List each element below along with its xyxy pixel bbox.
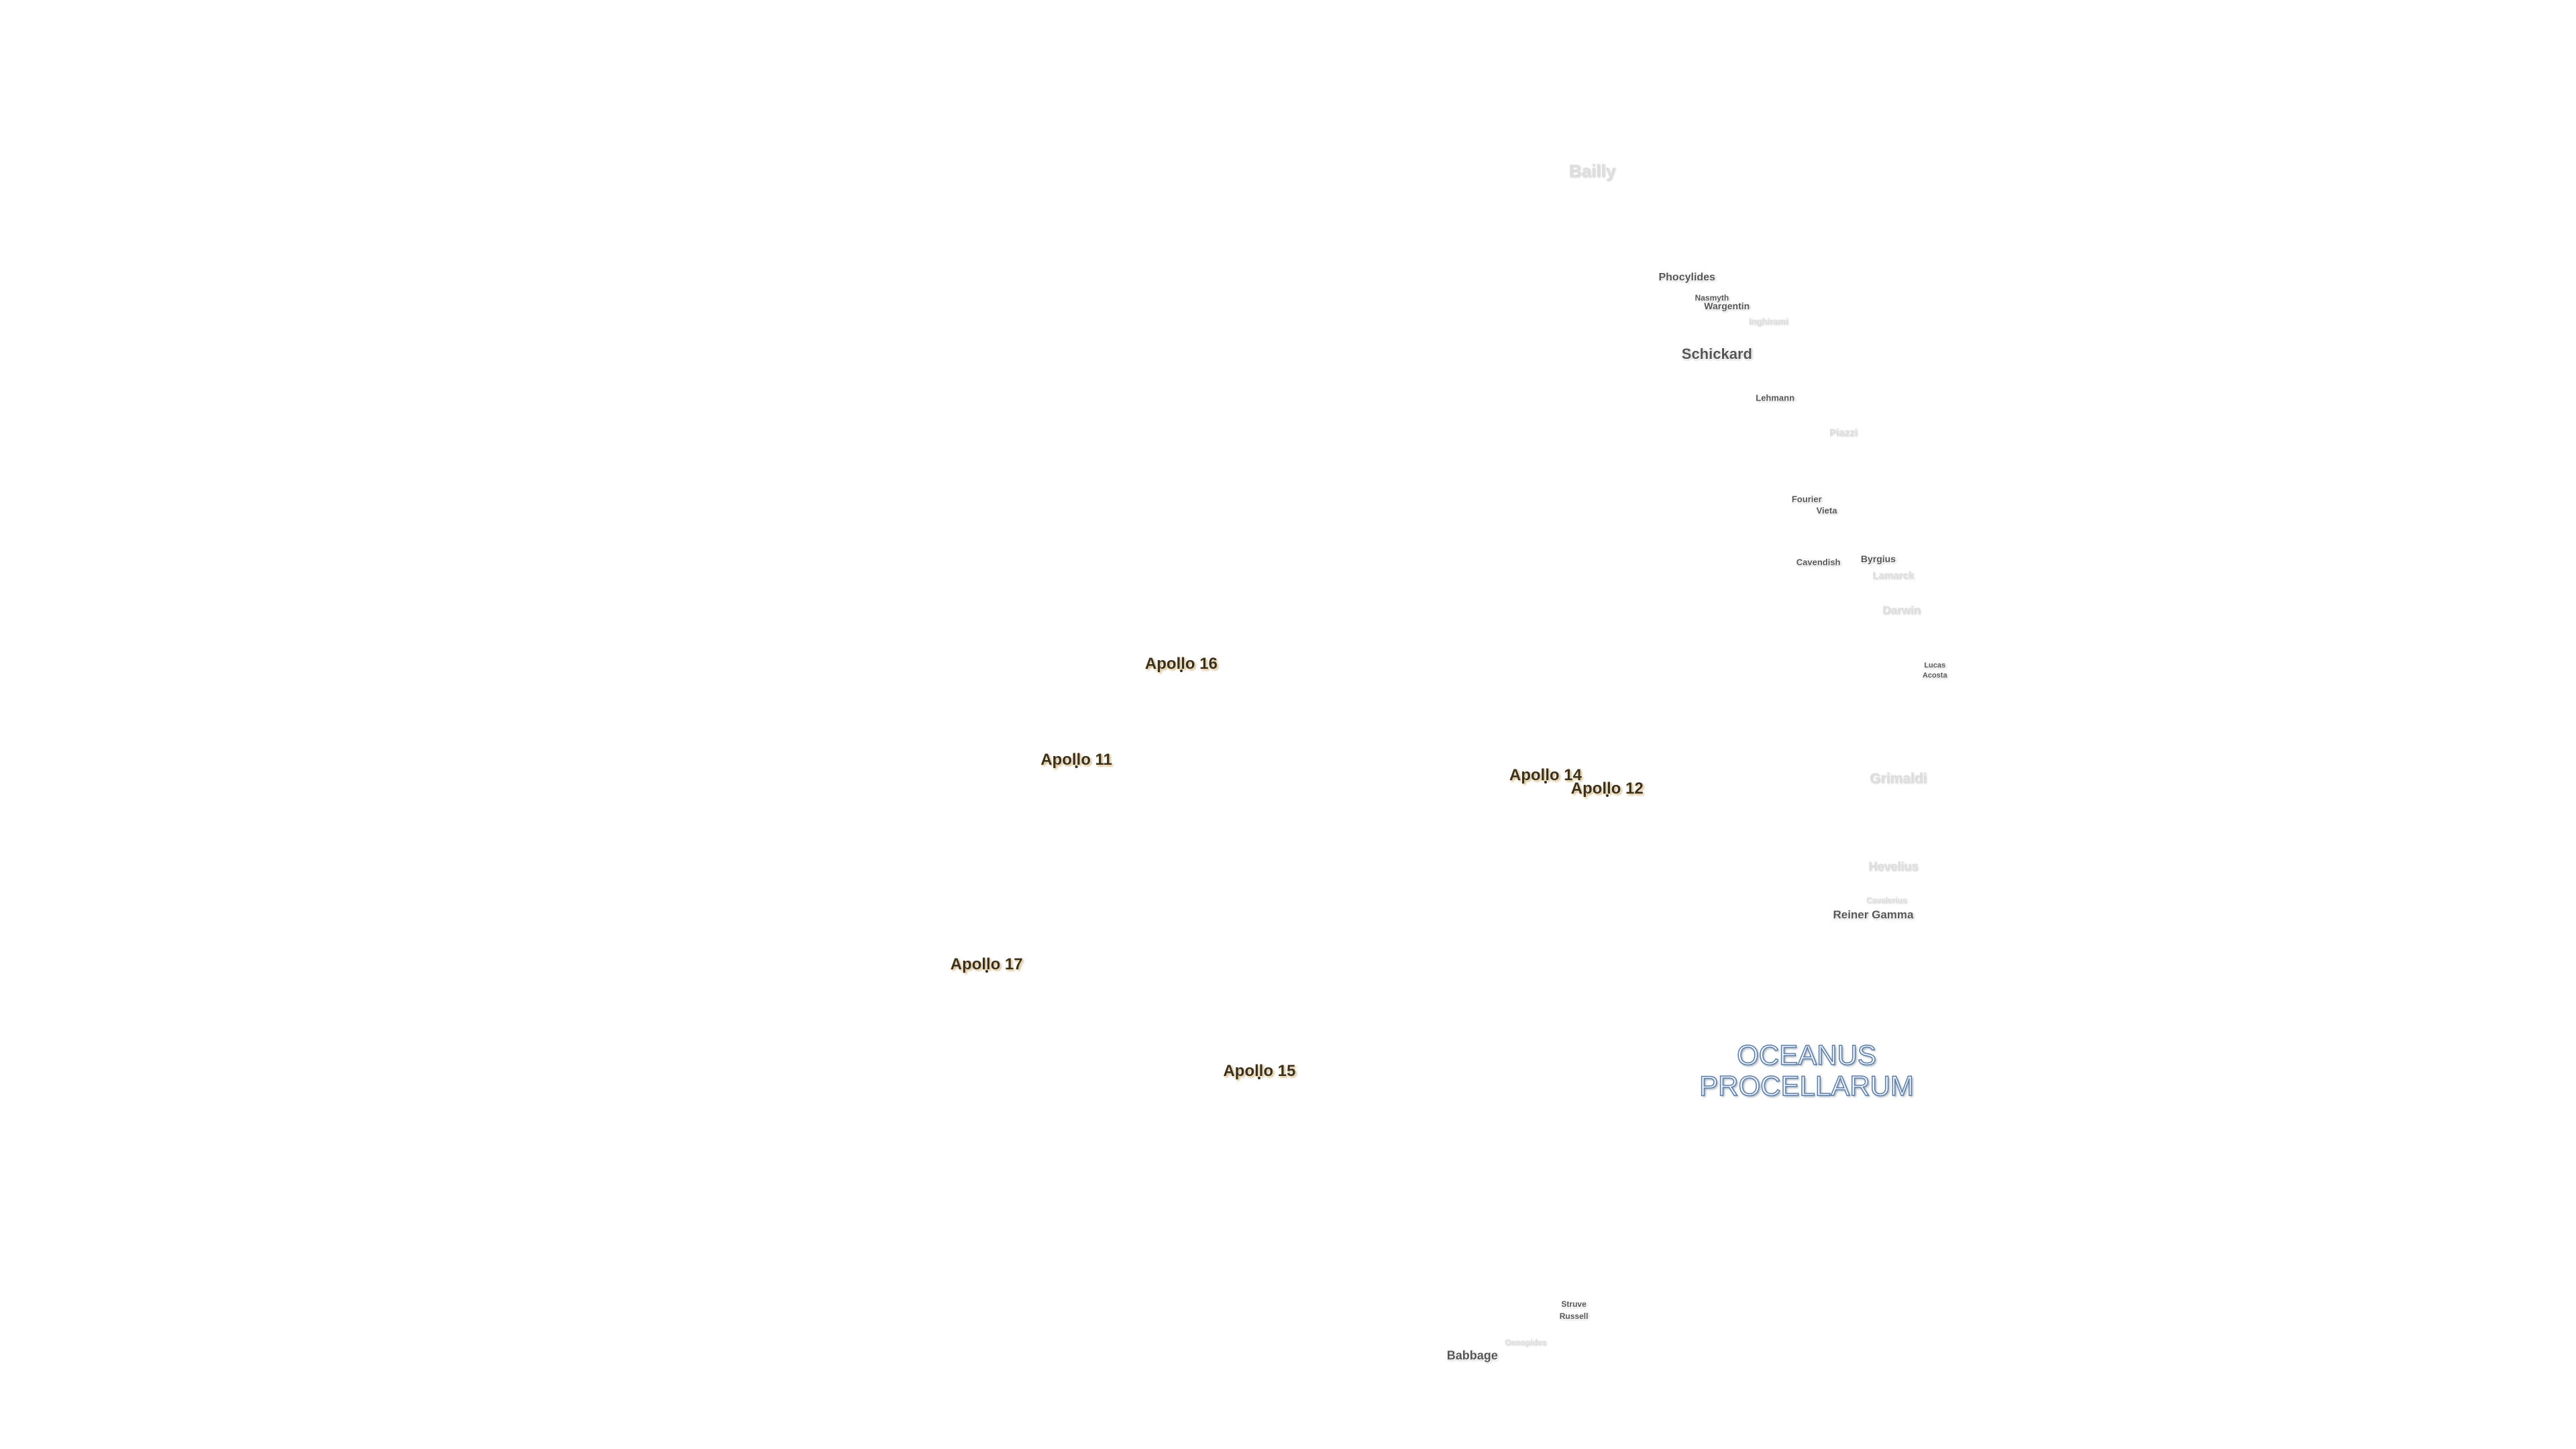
- landing-site-label: Apollo 14: [1509, 765, 1582, 784]
- crater-label: Byrgius: [1860, 553, 1896, 565]
- crater-label: Inghirami: [1748, 316, 1788, 327]
- crater-label: Phocylides: [1658, 272, 1715, 284]
- crater-label: Hevelius: [1868, 859, 1919, 873]
- crater-label: Acosta: [1922, 671, 1947, 680]
- crater-label: Lucas: [1924, 661, 1946, 669]
- mare-label: OCEANUS PROCELLARUM: [1699, 1039, 1914, 1102]
- mare-line: OCEANUS: [1736, 1039, 1876, 1071]
- landing-site-label: Apollo 12: [1570, 779, 1644, 798]
- crater-label: Piazzi: [1829, 427, 1858, 439]
- crater-label: Grimaldi: [1870, 770, 1927, 786]
- crater-label: Russell: [1559, 1311, 1589, 1321]
- crater-label: Babbage: [1446, 1348, 1498, 1362]
- crater-label: Schickard: [1681, 345, 1752, 363]
- crater-label: Cavalerius: [1866, 895, 1907, 905]
- crater-label: Darwin: [1882, 604, 1921, 617]
- crater-label: Fourier: [1791, 494, 1822, 504]
- landing-site-label: Apollo 11: [1040, 751, 1112, 769]
- crater-label: Vieta: [1816, 505, 1837, 516]
- crater-label: Cavendish: [1796, 557, 1841, 568]
- crater-label: Lamarck: [1872, 570, 1915, 582]
- crater-label: Wargentin: [1704, 301, 1750, 312]
- landing-site-label: Apollo 17: [950, 955, 1023, 974]
- crater-label: Reiner Gamma: [1833, 908, 1914, 921]
- crater-label: Bailly: [1568, 160, 1616, 181]
- crater-label: Lehmann: [1756, 392, 1795, 403]
- mare-line: PROCELLARUM: [1699, 1070, 1914, 1102]
- landing-site-label: Apollo 16: [1144, 654, 1218, 673]
- crater-label: Oenopides: [1505, 1338, 1547, 1348]
- crater-label: Nasmyth: [1695, 292, 1729, 303]
- crater-label: Struve: [1561, 1299, 1587, 1309]
- landing-site-label: Apollo 15: [1223, 1062, 1296, 1081]
